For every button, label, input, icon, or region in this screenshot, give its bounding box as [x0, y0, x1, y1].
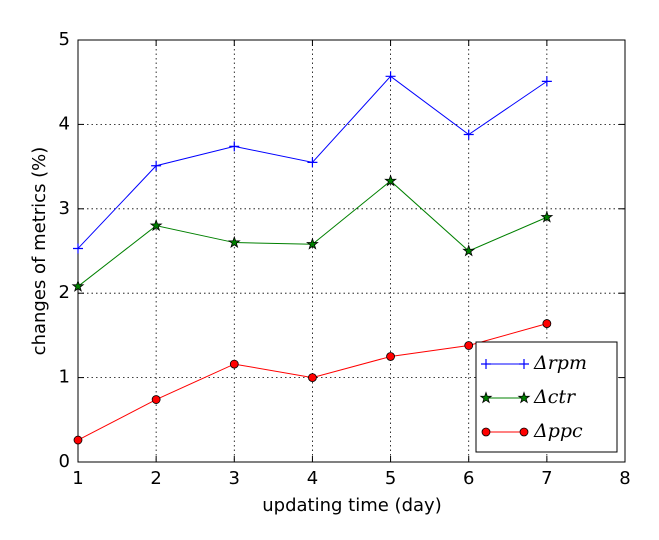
marker: [481, 427, 491, 437]
marker: [540, 210, 554, 223]
marker: [308, 373, 317, 383]
marker: [481, 359, 491, 369]
legend-label: Δppc: [533, 420, 583, 442]
x-tick-label: 6: [463, 468, 474, 489]
marker: [464, 341, 474, 350]
marker: [151, 395, 161, 404]
y-tick-label: 0: [59, 451, 70, 472]
legend: Δrpm Δctr Δppc: [475, 341, 618, 453]
marker: [463, 129, 474, 140]
legend-label: Δrpm: [533, 352, 587, 374]
marker: [385, 71, 396, 82]
marker: [519, 427, 529, 437]
marker: [73, 435, 83, 445]
marker: [73, 243, 83, 254]
x-tick-label: 5: [385, 468, 396, 489]
x-tick-label: 3: [229, 468, 240, 489]
x-tick-label: 8: [619, 468, 630, 489]
x-axis-label: updating time (day): [262, 495, 441, 516]
marker: [229, 141, 240, 152]
x-tick-label: 4: [307, 468, 318, 489]
y-tick-label: 5: [59, 29, 70, 50]
legend-label: Δctr: [533, 386, 577, 408]
marker: [386, 352, 395, 361]
x-tick-label: 2: [150, 468, 161, 489]
marker: [227, 235, 241, 248]
x-tick-label: 7: [541, 468, 552, 489]
marker: [542, 319, 552, 328]
legend-box: [475, 341, 618, 453]
y-tick-label: 1: [59, 367, 70, 388]
y-tick-label: 3: [59, 198, 70, 219]
y-tick-label: 2: [59, 282, 70, 303]
marker: [306, 237, 319, 250]
y-tick-label: 4: [59, 113, 70, 134]
marker: [519, 359, 529, 369]
marker: [479, 391, 493, 404]
y-axis-label: changes of metrics (%): [29, 147, 50, 356]
marker: [151, 160, 162, 171]
marker: [229, 359, 239, 369]
marker: [307, 157, 318, 168]
marker: [541, 76, 552, 87]
marker: [517, 391, 531, 404]
marker: [149, 218, 163, 232]
marker: [462, 244, 476, 257]
marker: [384, 174, 397, 187]
marker: [71, 279, 85, 292]
x-tick-label: 1: [72, 468, 83, 489]
